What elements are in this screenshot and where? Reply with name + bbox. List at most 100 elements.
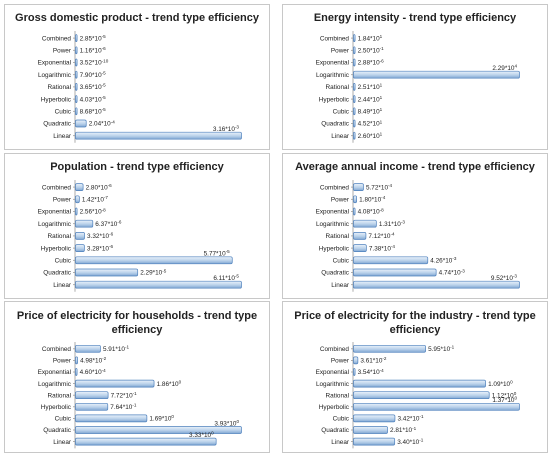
value-label: 2.04*10-4 [89, 119, 116, 127]
category-label: Rational [326, 392, 349, 399]
value-label: 4.52*101 [358, 119, 383, 127]
category-label: Combined [320, 184, 350, 191]
chart-svg: Population - trend type efficiency Combin… [38, 161, 242, 292]
bar [353, 95, 356, 103]
category-label: Cubic [333, 416, 350, 423]
category-label: Linear [331, 282, 350, 289]
value-label: 1.16*10-6 [80, 46, 107, 54]
chart-title: Price of electricity for households - tr… [17, 310, 257, 322]
chart-svg: Price of electricity for the industry - … [294, 310, 536, 449]
value-label: 2.81*10-1 [390, 426, 417, 434]
category-label: Combined [42, 35, 72, 42]
category-label: Linear [331, 133, 350, 140]
value-label: 5.72*10-4 [366, 183, 393, 191]
value-label: 3.33*100 [189, 431, 214, 439]
value-label: 2.29*104 [492, 64, 517, 72]
value-label: 2.29*10-5 [140, 268, 167, 276]
chart-svg: Energy intensity - trend type efficiency… [314, 12, 520, 143]
value-label: 2.56*10-8 [80, 207, 107, 215]
value-label: 1.09*100 [488, 379, 513, 387]
bar [75, 195, 80, 204]
chart-title: Population - trend type efficiency [50, 161, 224, 173]
bar [75, 70, 78, 79]
value-label: 7.72*10-1 [111, 391, 138, 399]
bar [75, 219, 94, 228]
value-label: 1.86*100 [157, 379, 182, 387]
bar [353, 34, 356, 42]
bar [353, 368, 356, 376]
bar [353, 183, 364, 191]
value-label: 3.42*10-1 [397, 414, 424, 422]
category-label: Exponential [38, 60, 71, 67]
bar [353, 344, 426, 353]
bar [75, 437, 217, 446]
value-label: 9.52*10-3 [491, 274, 518, 282]
bar [353, 232, 367, 240]
bar [353, 219, 377, 228]
category-label: Exponential [38, 209, 71, 216]
category-label: Quadratic [321, 270, 350, 277]
value-label: 7.90*10-5 [80, 71, 107, 79]
value-label: 2.50*10-1 [358, 46, 385, 54]
value-label: 7.64*10-1 [110, 403, 137, 411]
category-label: Cubic [333, 109, 350, 116]
bar [353, 207, 356, 216]
category-label: Exponential [316, 209, 349, 216]
bar [75, 402, 109, 411]
category-label: Exponential [38, 369, 71, 376]
category-label: Linear [53, 133, 72, 140]
value-label: 2.88*10-6 [358, 58, 385, 66]
category-label: Logarithmic [316, 72, 350, 79]
value-label: 6.11*10-5 [213, 274, 239, 282]
bar [75, 183, 84, 191]
chart-title: Energy intensity - trend type efficiency [314, 12, 517, 24]
category-label: Rational [326, 84, 349, 91]
category-label: Quadratic [43, 121, 72, 128]
value-label: 1.69*100 [149, 414, 174, 422]
bar [75, 95, 78, 103]
value-label: 6.37*10-6 [95, 220, 122, 228]
value-label: 1.84*101 [358, 34, 383, 42]
category-label: Logarithmic [38, 72, 72, 79]
bar [75, 356, 78, 365]
value-label: 7.12*10-4 [368, 232, 395, 240]
value-label: 3.65*10-5 [80, 83, 107, 91]
bar [75, 119, 87, 128]
bar [75, 280, 242, 289]
value-label: 1.80*10-4 [359, 195, 386, 203]
category-label: Hyperbolic [41, 245, 72, 252]
bar [353, 379, 486, 388]
bar [75, 344, 101, 353]
chart-title: efficiency [112, 324, 164, 336]
category-label: Rational [48, 392, 71, 399]
category-label: Power [331, 197, 350, 204]
value-label: 1.37*100 [492, 396, 517, 404]
value-label: 3.16*10-3 [213, 125, 240, 133]
value-label: 2.51*101 [358, 83, 383, 91]
bar [353, 83, 356, 91]
bar [75, 256, 233, 265]
category-label: Quadratic [43, 270, 72, 277]
category-label: Exponential [316, 369, 349, 376]
value-label: 1.42*10-7 [82, 195, 109, 203]
category-label: Cubic [333, 258, 350, 265]
bar [353, 426, 388, 434]
bar [75, 83, 78, 91]
bar [353, 356, 359, 365]
value-label: 3.52*10-10 [80, 58, 109, 66]
bar [353, 46, 356, 55]
category-label: Power [53, 358, 72, 365]
value-label: 3.54*10-4 [358, 368, 385, 376]
category-label: Quadratic [321, 121, 350, 128]
category-label: Hyperbolic [319, 404, 350, 411]
category-label: Power [53, 48, 72, 55]
value-label: 3.40*10-1 [397, 437, 424, 445]
category-label: Logarithmic [316, 381, 350, 388]
value-label: 3.32*10-6 [87, 232, 114, 240]
value-label: 8.68*10-5 [80, 107, 107, 115]
bar [75, 232, 85, 240]
category-label: Linear [53, 439, 72, 446]
category-label: Combined [320, 346, 350, 353]
value-label: 5.77*10-5 [204, 249, 231, 257]
chart-title: Average annual income - trend type effic… [295, 161, 536, 173]
